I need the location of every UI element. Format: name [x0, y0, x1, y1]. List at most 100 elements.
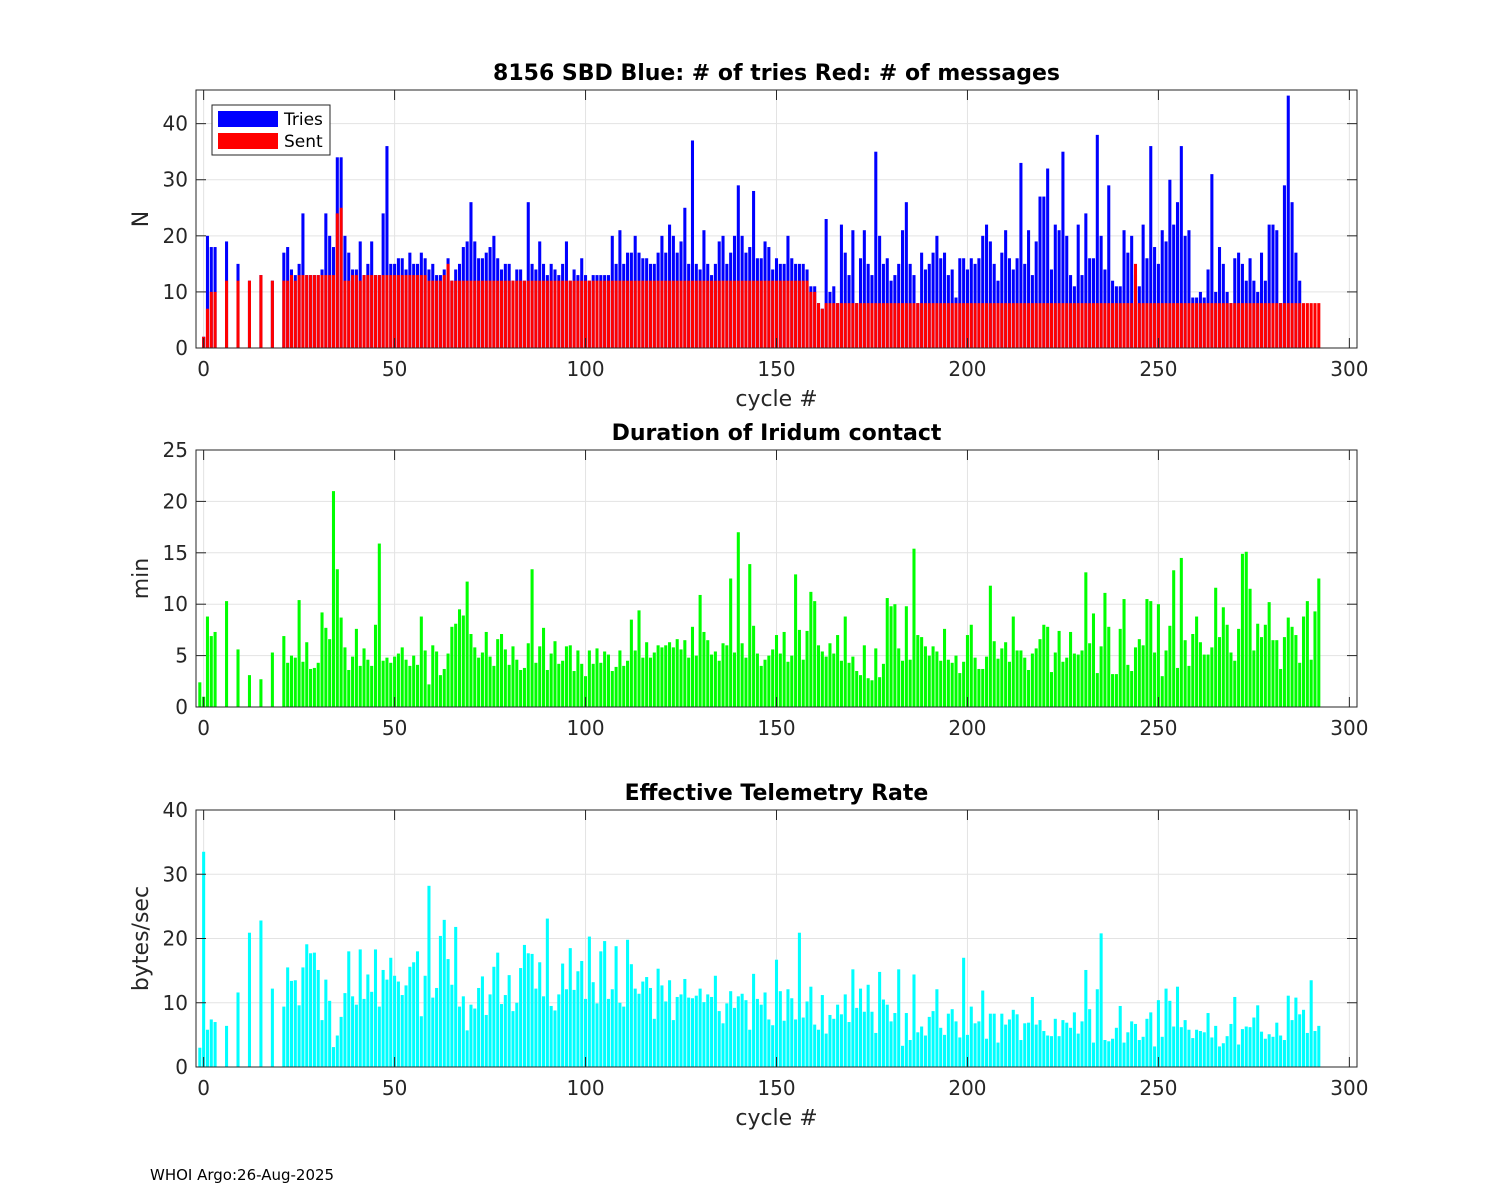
data-bar [656, 968, 660, 1067]
data-bar [683, 978, 687, 1067]
data-bar [1004, 1024, 1008, 1067]
data-bar [1000, 648, 1004, 707]
data-bar [1145, 599, 1149, 707]
sent-bar [721, 280, 725, 348]
data-bar [633, 988, 637, 1067]
data-bar [1023, 1023, 1027, 1067]
footer-label: WHOI Argo:26-Aug-2025 [150, 1166, 335, 1184]
data-bar [973, 1023, 977, 1067]
data-bar [778, 653, 782, 707]
sent-bar [1007, 303, 1011, 348]
x-tick-label: 150 [757, 716, 795, 740]
tries-bar [1084, 213, 1088, 348]
sent-bar [446, 263, 450, 348]
data-bar [992, 641, 996, 707]
data-bar [946, 1013, 950, 1067]
sent-bar [496, 280, 500, 348]
data-bar [637, 993, 641, 1067]
data-bar [767, 655, 771, 707]
data-bar [496, 952, 500, 1067]
data-bar [648, 987, 652, 1067]
data-bar [198, 682, 202, 707]
data-bar [832, 653, 836, 707]
sent-bar [1122, 303, 1126, 348]
sent-bar [480, 280, 484, 348]
data-bar [901, 1045, 905, 1067]
data-bar [553, 1010, 557, 1067]
data-bar [503, 995, 507, 1067]
data-bar [454, 926, 458, 1067]
sent-bar [526, 280, 530, 348]
data-bar [461, 615, 465, 707]
sent-bar [878, 303, 882, 348]
data-bar [1198, 1031, 1202, 1067]
sent-bar [209, 291, 213, 348]
data-bar [675, 639, 679, 707]
data-bar [1214, 587, 1218, 707]
sent-bar [828, 303, 832, 348]
sent-bar [213, 291, 217, 348]
y-tick-label: 5 [175, 644, 188, 668]
sent-bar [488, 280, 492, 348]
sent-bar [794, 280, 798, 348]
sent-bar [427, 280, 431, 348]
sent-bar [1179, 303, 1183, 348]
data-bar [622, 665, 626, 707]
data-bar [1217, 1046, 1222, 1067]
data-bar [828, 643, 832, 707]
data-bar [732, 652, 737, 707]
sent-bar [1290, 303, 1294, 348]
data-bar [431, 997, 435, 1067]
sent-bar [1015, 303, 1019, 348]
tries-bar [526, 202, 530, 348]
data-bar [790, 998, 794, 1067]
sent-bar [687, 280, 691, 348]
sent-bar [542, 280, 546, 348]
sent-bar [847, 303, 851, 348]
data-bar [309, 668, 313, 707]
data-bar [1279, 1035, 1283, 1067]
sent-bar [1027, 303, 1031, 348]
data-bar [1114, 674, 1118, 707]
data-bar [1309, 980, 1313, 1067]
data-bar [339, 1016, 343, 1067]
y-tick-label: 0 [175, 336, 188, 360]
data-bar [335, 569, 339, 707]
sent-bar [820, 308, 824, 348]
data-bar [511, 1011, 515, 1067]
data-bar [587, 936, 591, 1067]
data-bar [595, 648, 599, 707]
data-bar [1057, 1036, 1061, 1067]
sent-bar [316, 275, 320, 348]
data-bar [648, 657, 652, 707]
sent-bar [1153, 303, 1157, 348]
tries-bar [1183, 235, 1187, 348]
data-bar [717, 660, 721, 707]
tries-bar [839, 224, 843, 348]
data-bar [1229, 1023, 1233, 1067]
y-tick-label: 20 [163, 927, 188, 951]
data-bar [690, 998, 695, 1067]
data-bar [419, 616, 423, 707]
data-bar [1282, 637, 1286, 707]
legend-swatch-tries [218, 111, 278, 127]
sent-bar [286, 280, 290, 348]
sent-bar [1000, 303, 1004, 348]
sent-bar [874, 303, 878, 348]
y-tick-label: 10 [163, 592, 188, 616]
data-bar [786, 661, 790, 707]
data-bar [1034, 1024, 1038, 1067]
data-bar [442, 668, 446, 707]
tries-bar [878, 235, 882, 348]
sent-bar [996, 303, 1000, 348]
data-bar [305, 944, 309, 1067]
data-bar [836, 635, 840, 707]
tries-bar [1172, 224, 1176, 348]
data-bar [740, 993, 744, 1067]
data-bar [312, 952, 316, 1067]
data-bar [641, 981, 645, 1067]
tries-bar [1122, 230, 1126, 348]
data-bar [1271, 1036, 1275, 1067]
sent-bar [457, 280, 462, 348]
data-bar [580, 960, 584, 1067]
